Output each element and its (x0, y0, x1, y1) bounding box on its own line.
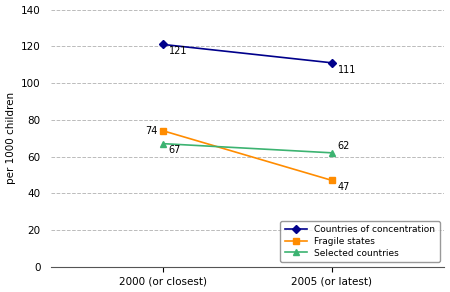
Y-axis label: per 1000 children: per 1000 children (5, 92, 16, 184)
Text: 111: 111 (338, 65, 356, 75)
Text: 74: 74 (145, 126, 158, 136)
Countries of concentration (329, 61, 335, 65)
Text: 67: 67 (169, 145, 181, 155)
Fragile states (329, 179, 335, 182)
Line: Fragile states: Fragile states (160, 128, 335, 183)
Fragile states (160, 129, 166, 133)
Countries of concentration (160, 43, 166, 46)
Text: 47: 47 (338, 182, 350, 192)
Selected countries (160, 142, 166, 145)
Legend: Countries of concentration, Fragile states, Selected countries: Countries of concentration, Fragile stat… (280, 221, 440, 262)
Line: Countries of concentration: Countries of concentration (160, 42, 335, 66)
Line: Selected countries: Selected countries (160, 141, 335, 156)
Text: 62: 62 (338, 141, 350, 151)
Text: 121: 121 (169, 46, 187, 56)
Selected countries (329, 151, 335, 154)
